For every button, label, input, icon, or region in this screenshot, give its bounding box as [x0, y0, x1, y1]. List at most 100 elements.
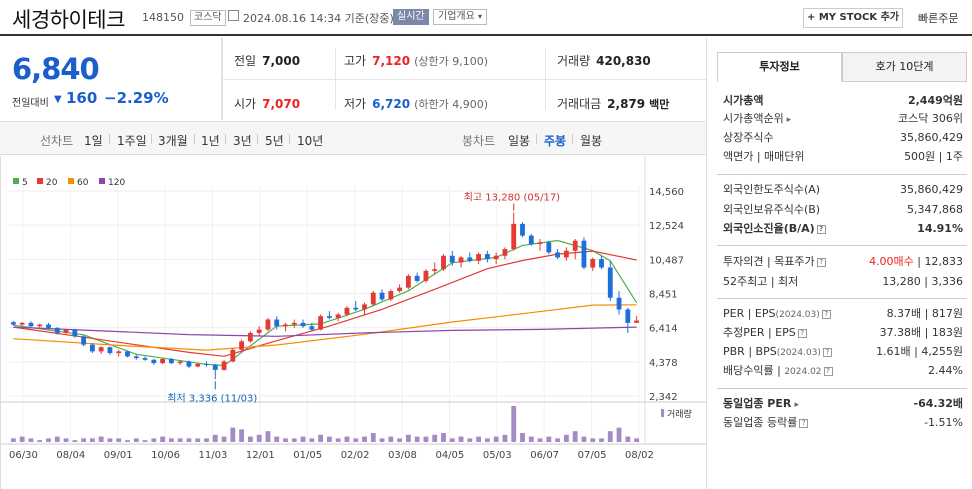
period-1w[interactable]: 1주일: [117, 134, 147, 148]
candle-body: [54, 327, 60, 333]
stat-high: 고가 7,120 (상한가 9,100): [344, 54, 488, 68]
x-tick-label: 06/30: [9, 450, 38, 461]
volume-bar: [502, 434, 508, 442]
candle-body: [116, 351, 122, 354]
volume-bar: [370, 433, 376, 442]
x-tick-label: 07/05: [578, 450, 607, 461]
current-price: 6,840: [12, 52, 100, 86]
quote-datetime: 2024.08.16 14:34 기준(장중): [243, 12, 394, 25]
candle-body: [107, 347, 113, 354]
y-tick-label: 4,378: [649, 358, 678, 369]
volume-bar: [10, 438, 16, 442]
candle-body: [37, 324, 43, 327]
ma-line-60: [13, 304, 637, 351]
candle-body: [177, 361, 183, 364]
help-icon[interactable]: ?: [799, 418, 809, 428]
period-5y[interactable]: 5년: [265, 134, 284, 148]
realtime-button[interactable]: 실시간: [393, 9, 429, 25]
help-icon[interactable]: ?: [816, 224, 826, 234]
help-icon[interactable]: ?: [797, 328, 807, 338]
candle-body: [98, 347, 104, 352]
volume-bar: [388, 436, 394, 442]
chevron-right-icon: ▸: [791, 400, 800, 410]
candle-body: [616, 297, 622, 310]
candle-body: [563, 250, 569, 258]
candle-body: [265, 319, 271, 330]
legend-label: 60: [77, 178, 89, 188]
corp-info-button[interactable]: 기업개요 ▾: [433, 9, 488, 25]
y-tick-label: 6,414: [649, 324, 678, 335]
market-cap-row: 시가총액 2,449억원: [723, 94, 963, 107]
stat-amount: 거래대금 2,879 백만: [557, 97, 670, 111]
foreign-limit-row: 외국인한도주식수(A) 35,860,429: [723, 183, 963, 196]
volume-bar: [326, 436, 332, 442]
volume-bar: [432, 434, 438, 442]
volume-bar: [484, 438, 490, 442]
volume-bar: [46, 438, 51, 442]
legend-swatch: [37, 178, 43, 184]
volume-bar: [581, 436, 587, 442]
line-chart-label: 선차트: [40, 134, 74, 148]
volume-bar: [625, 436, 631, 442]
price-diff: 160: [66, 89, 98, 107]
legend-swatch: [68, 178, 74, 184]
dividend-row: 배당수익률 | 2024.02? 2.44%: [723, 364, 963, 377]
volume-bar: [204, 438, 209, 442]
period-10y[interactable]: 10년: [297, 134, 324, 148]
x-tick-label: 05/03: [483, 450, 512, 461]
volume-bar: [441, 433, 446, 442]
candlestick-chart-svg: 5 20 60 120 14,560 12,524 10,487 8,451 6,414 4,37…: [1, 156, 706, 461]
candle-body: [19, 322, 25, 325]
tab-orderbook[interactable]: 호가 10단계: [842, 52, 967, 82]
volume-bar: [63, 438, 69, 442]
volume-bar: [247, 436, 253, 442]
volume-bar: [107, 438, 113, 442]
volume-bar: [458, 436, 464, 442]
candle-body: [370, 292, 376, 305]
help-icon[interactable]: ?: [823, 366, 833, 376]
candle-body: [274, 319, 280, 327]
period-3m[interactable]: 3개월: [158, 134, 188, 148]
volume-bar: [221, 436, 227, 442]
volume-bar: [168, 438, 174, 442]
help-icon[interactable]: ?: [816, 257, 826, 267]
candle-weekly[interactable]: 주봉: [544, 134, 567, 148]
tab-investment-info[interactable]: 투자정보: [717, 52, 842, 82]
period-3y[interactable]: 3년: [233, 134, 252, 148]
quick-order-link[interactable]: 빠른주문: [918, 12, 959, 25]
volume-bar: [239, 429, 245, 442]
candle-body: [388, 291, 394, 300]
x-tick-label: 09/01: [104, 450, 133, 461]
volume-bar: [283, 438, 288, 442]
volume-bar: [379, 438, 385, 442]
my-stock-add-button[interactable]: + MY STOCK 추가: [803, 8, 903, 28]
candle-body: [168, 358, 174, 364]
x-tick-label: 08/02: [625, 450, 654, 461]
candle-monthly[interactable]: 월봉: [580, 134, 603, 148]
corp-info-label: 기업개요: [438, 11, 475, 22]
candle-body: [309, 326, 315, 330]
chevron-down-icon: ▾: [478, 12, 483, 21]
candle-chart-label: 봉차트: [462, 134, 496, 148]
shares-row: 상장주식수 35,860,429: [723, 131, 963, 144]
period-1y[interactable]: 1년: [201, 134, 220, 148]
volume-bar: [72, 440, 78, 442]
candle-body: [555, 252, 561, 258]
candle-body: [634, 320, 640, 323]
candle-body: [10, 322, 16, 325]
volume-bar: [528, 436, 534, 442]
period-1d[interactable]: 1일: [84, 134, 103, 148]
x-tick-label: 01/05: [293, 450, 322, 461]
candle-daily[interactable]: 일봉: [508, 134, 531, 148]
help-icon[interactable]: ?: [821, 309, 831, 319]
volume-bar: [98, 436, 104, 442]
candle-body: [414, 275, 420, 281]
volume-bar: [195, 438, 201, 442]
foreign-rate-row: 외국인소진율(B/A)? 14.91%: [723, 222, 963, 235]
legend-label: 120: [108, 178, 125, 188]
investment-info-panel: 투자정보 호가 10단계 시가총액 2,449억원 시가총액순위 ▸ 코스닥 306…: [706, 38, 972, 489]
help-icon[interactable]: ?: [822, 347, 832, 357]
foreign-hold-row: 외국인보유주식수(B) 5,347,868: [723, 203, 963, 216]
candle-body: [291, 322, 297, 325]
volume-bar: [607, 431, 613, 442]
